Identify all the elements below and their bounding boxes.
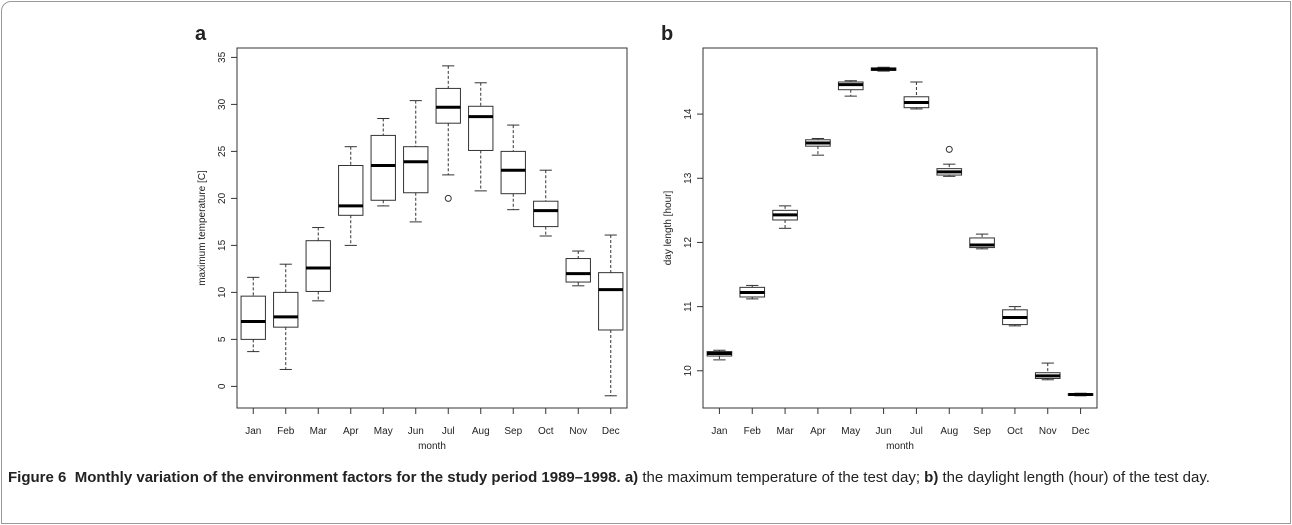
x-tick-label: Jul bbox=[910, 426, 923, 437]
x-tick-label: Sep bbox=[504, 426, 522, 437]
box bbox=[969, 237, 995, 249]
outlier bbox=[945, 145, 953, 153]
box bbox=[370, 134, 396, 201]
x-tick-label: Oct bbox=[1007, 426, 1023, 437]
y-tick-label: 0 bbox=[217, 383, 228, 389]
y-tick-label: 14 bbox=[683, 108, 694, 120]
x-tick-label: Mar bbox=[310, 426, 328, 437]
charts: a month maximum temperature [C] 0 5 10 15 20 25 3… bbox=[195, 23, 1098, 452]
x-tick-label: Nov bbox=[1039, 426, 1057, 437]
y-tick-label: 15 bbox=[217, 239, 228, 251]
y-tick-label: 5 bbox=[217, 336, 228, 342]
caption-title: Monthly variation of the environment fac… bbox=[74, 469, 621, 486]
y-axis-label: maximum temperature [C] bbox=[197, 170, 208, 286]
x-tick-label: May bbox=[841, 426, 860, 437]
outlier bbox=[444, 194, 452, 202]
box bbox=[565, 258, 591, 283]
x-tick-label: Aug bbox=[940, 426, 958, 437]
panel-label: b bbox=[661, 23, 673, 45]
x-tick-label: Feb bbox=[744, 426, 762, 437]
x-tick-label: Jun bbox=[876, 426, 892, 437]
box bbox=[305, 240, 331, 292]
box bbox=[338, 164, 364, 216]
x-tick-label: Apr bbox=[810, 426, 826, 437]
part-text: the daylight length (hour) of the test d… bbox=[942, 469, 1210, 486]
x-tick-label: Jun bbox=[408, 426, 424, 437]
x-tick-label: Dec bbox=[602, 426, 620, 437]
box bbox=[240, 295, 266, 340]
x-axis-label: month bbox=[886, 441, 914, 452]
x-tick-label: Mar bbox=[776, 426, 794, 437]
caption: Figure 6 Monthly variation of the enviro… bbox=[8, 466, 1278, 490]
x-tick-label: May bbox=[374, 426, 393, 437]
y-tick-label: 25 bbox=[217, 145, 228, 157]
y-tick-label: 12 bbox=[683, 236, 694, 248]
x-tick-label: Sep bbox=[973, 426, 991, 437]
y-axis-label: day length [hour] bbox=[663, 191, 674, 266]
box bbox=[403, 146, 429, 194]
part-label: a) bbox=[624, 469, 639, 486]
plot-frame bbox=[236, 47, 628, 409]
y-tick-label: 10 bbox=[217, 286, 228, 298]
x-tick-label: Apr bbox=[343, 426, 359, 437]
box bbox=[533, 200, 559, 228]
part-text: the maximum temperature of the test day; bbox=[642, 469, 920, 486]
box bbox=[500, 150, 526, 195]
x-tick-label: Jan bbox=[245, 426, 261, 437]
x-tick-label: Jan bbox=[711, 426, 727, 437]
y-tick-label: 13 bbox=[683, 172, 694, 184]
x-tick-label: Jul bbox=[442, 426, 455, 437]
y-tick-label: 20 bbox=[217, 192, 228, 204]
figure-number: Figure 6 bbox=[8, 469, 67, 486]
y-tick-label: 35 bbox=[217, 51, 228, 63]
part-label: b) bbox=[924, 469, 939, 486]
y-tick-label: 30 bbox=[217, 98, 228, 110]
y-tick-label: 11 bbox=[683, 301, 694, 312]
y-tick-label: 10 bbox=[683, 365, 694, 377]
x-tick-label: Feb bbox=[277, 426, 295, 437]
x-tick-label: Nov bbox=[569, 426, 587, 437]
box bbox=[273, 291, 299, 328]
x-tick-label: Oct bbox=[538, 426, 554, 437]
panel-label: a bbox=[195, 23, 207, 45]
plot-frame bbox=[702, 47, 1098, 409]
box bbox=[468, 105, 494, 151]
x-axis-label: month bbox=[418, 441, 446, 452]
box bbox=[598, 272, 624, 331]
x-tick-label: Dec bbox=[1072, 426, 1090, 437]
x-tick-label: Aug bbox=[472, 426, 490, 437]
